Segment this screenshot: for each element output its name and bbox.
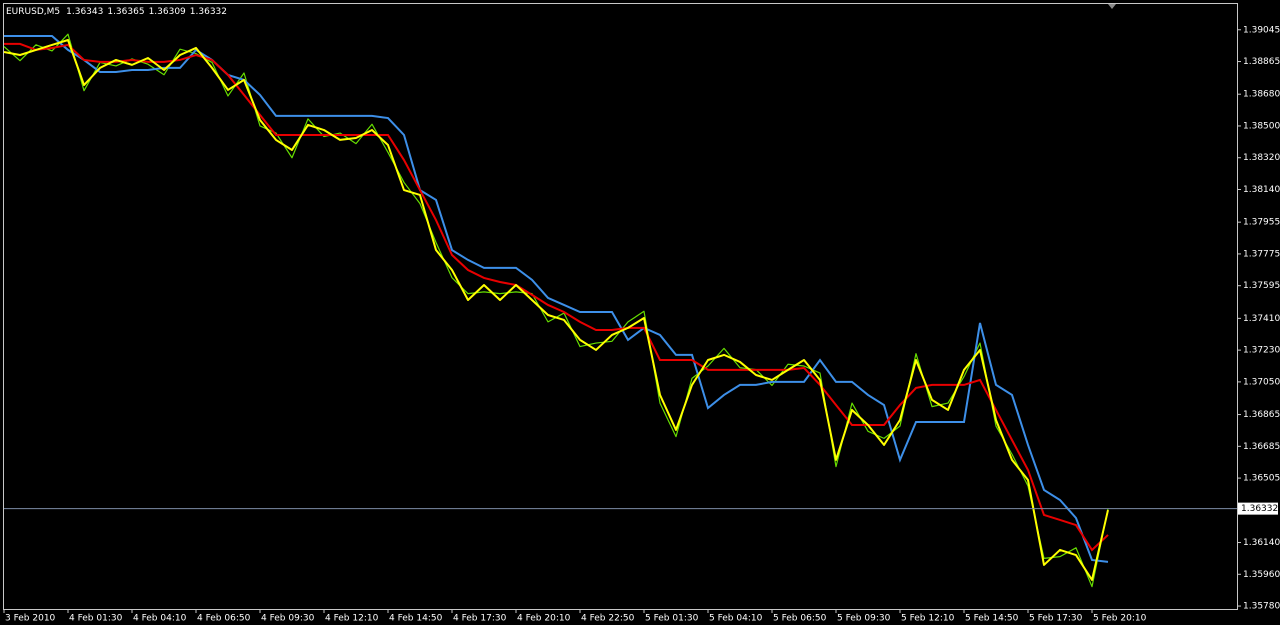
price-line (4, 34, 1109, 563)
x-tick-label: 5 Feb 17:30 (1029, 614, 1083, 624)
high: 1.36365 (107, 7, 144, 17)
open: 1.36343 (66, 7, 103, 17)
y-tick-label: 1.37775 (1243, 249, 1280, 259)
y-tick-label: 1.36685 (1243, 442, 1280, 452)
x-tick-label: 4 Feb 12:10 (325, 614, 379, 624)
y-tick-label: 1.35780 (1243, 602, 1280, 612)
y-tick-label: 1.38865 (1243, 57, 1280, 67)
y-tick-label: 1.37955 (1243, 218, 1280, 228)
chart-title: EURUSD,M5 1.36343 1.36365 1.36309 1.36332 (6, 7, 227, 17)
y-tick-label: 1.36865 (1243, 410, 1280, 420)
x-tick-label: 4 Feb 17:30 (453, 614, 507, 624)
x-tick-label: 4 Feb 22:50 (581, 614, 635, 624)
price-line (4, 42, 1109, 552)
symbol: EURUSD,M5 (6, 7, 60, 17)
y-tick-label: 1.37050 (1243, 377, 1280, 387)
y-tick-label: 1.35960 (1243, 570, 1280, 580)
x-tick-label: 4 Feb 01:30 (69, 614, 123, 624)
y-tick-label: 1.38320 (1243, 153, 1280, 163)
y-tick-label: 1.38140 (1243, 185, 1280, 195)
x-tick-label: 5 Feb 12:10 (901, 614, 955, 624)
y-tick-label: 1.38680 (1243, 90, 1280, 100)
x-tick-label: 3 Feb 2010 (5, 614, 56, 624)
x-tick-label: 5 Feb 06:50 (773, 614, 827, 624)
x-tick-label: 4 Feb 14:50 (389, 614, 443, 624)
x-tick-label: 4 Feb 06:50 (197, 614, 251, 624)
y-tick-label: 1.36140 (1243, 538, 1280, 548)
low: 1.36309 (149, 7, 186, 17)
x-tick-label: 5 Feb 01:30 (645, 614, 699, 624)
x-tick-label: 4 Feb 04:10 (133, 614, 187, 624)
y-tick-label: 1.37595 (1243, 281, 1280, 291)
x-tick-label: 5 Feb 09:30 (837, 614, 891, 624)
y-tick-label: 1.37230 (1243, 346, 1280, 356)
x-tick-label: 4 Feb 09:30 (261, 614, 315, 624)
y-tick-label: 1.39045 (1243, 25, 1280, 35)
x-tick-label: 5 Feb 20:10 (1093, 614, 1147, 624)
price-line (3, 39, 1109, 581)
close: 1.36332 (190, 7, 227, 17)
y-tick-label: 1.37410 (1243, 314, 1280, 324)
x-tick-label: 4 Feb 20:10 (517, 614, 571, 624)
chart-shift-marker (1108, 4, 1116, 9)
x-tick-label: 5 Feb 14:50 (965, 614, 1019, 624)
x-tick-label: 5 Feb 04:10 (709, 614, 763, 624)
y-tick-label: 1.36505 (1243, 474, 1280, 484)
current-price-label: 1.36332 (1241, 504, 1278, 514)
current-price-box (1238, 502, 1278, 515)
y-tick-label: 1.38500 (1243, 121, 1280, 131)
